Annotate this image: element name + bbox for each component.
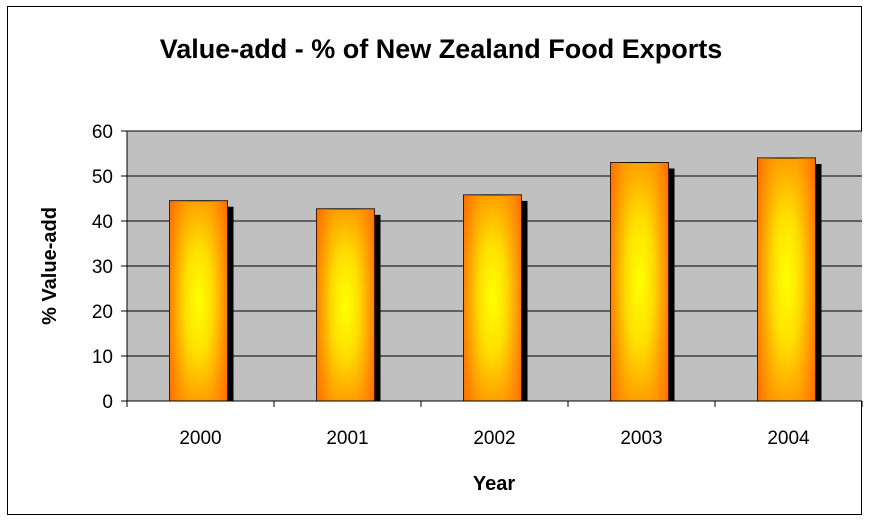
y-axis-label: % Value-add bbox=[39, 207, 61, 325]
chart-title: Value-add - % of New Zealand Food Export… bbox=[160, 34, 723, 64]
y-tick-label: 20 bbox=[92, 302, 113, 323]
y-tick-label: 30 bbox=[92, 257, 113, 278]
x-tick-label: 2002 bbox=[473, 428, 515, 449]
y-tick-label: 10 bbox=[92, 347, 113, 368]
y-axis-ticks: 0 10 20 30 40 50 60 bbox=[92, 122, 127, 413]
x-axis-label: Year bbox=[473, 473, 515, 495]
y-tick-label: 50 bbox=[92, 167, 113, 188]
bar-highlight bbox=[316, 208, 375, 401]
bar-highlight bbox=[757, 158, 816, 401]
x-tick-label: 2001 bbox=[326, 428, 368, 449]
y-tick-label: 60 bbox=[92, 122, 113, 143]
y-tick-label: 40 bbox=[92, 212, 113, 233]
x-axis-ticks: 2000 2001 2002 2003 2004 bbox=[126, 401, 863, 449]
bar-highlight bbox=[463, 194, 522, 401]
x-tick-label: 2000 bbox=[179, 428, 221, 449]
bar-highlight bbox=[169, 200, 228, 401]
bar-series bbox=[169, 157, 822, 402]
x-tick-label: 2004 bbox=[767, 428, 810, 449]
x-tick-label: 2003 bbox=[620, 428, 662, 449]
y-tick-label: 0 bbox=[102, 392, 113, 413]
bar-highlight bbox=[610, 162, 669, 401]
